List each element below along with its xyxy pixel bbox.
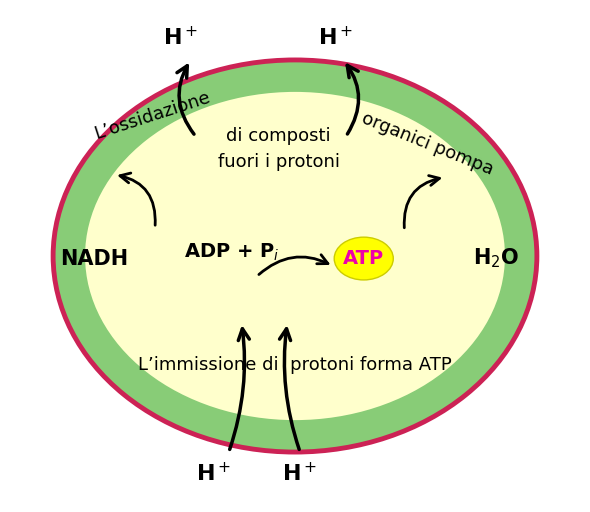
Text: L’immissione di  protoni forma ATP: L’immissione di protoni forma ATP <box>138 356 452 374</box>
Text: fuori i protoni: fuori i protoni <box>218 153 340 171</box>
Text: di composti: di composti <box>227 127 331 145</box>
Text: organici pompa: organici pompa <box>359 109 496 179</box>
Text: H$^+$: H$^+$ <box>283 462 317 485</box>
Ellipse shape <box>84 91 506 421</box>
Ellipse shape <box>53 60 537 452</box>
Text: ADP + P$_i$: ADP + P$_i$ <box>183 241 279 263</box>
Text: ATP: ATP <box>343 249 384 268</box>
Text: H$^+$: H$^+$ <box>196 462 231 485</box>
Ellipse shape <box>334 237 394 280</box>
Text: H$^+$: H$^+$ <box>318 26 353 49</box>
Text: NADH: NADH <box>60 248 128 269</box>
Text: H$_2$O: H$_2$O <box>473 247 519 270</box>
Text: L’ossidazione: L’ossidazione <box>92 89 213 143</box>
Text: H$^+$: H$^+$ <box>163 26 198 49</box>
